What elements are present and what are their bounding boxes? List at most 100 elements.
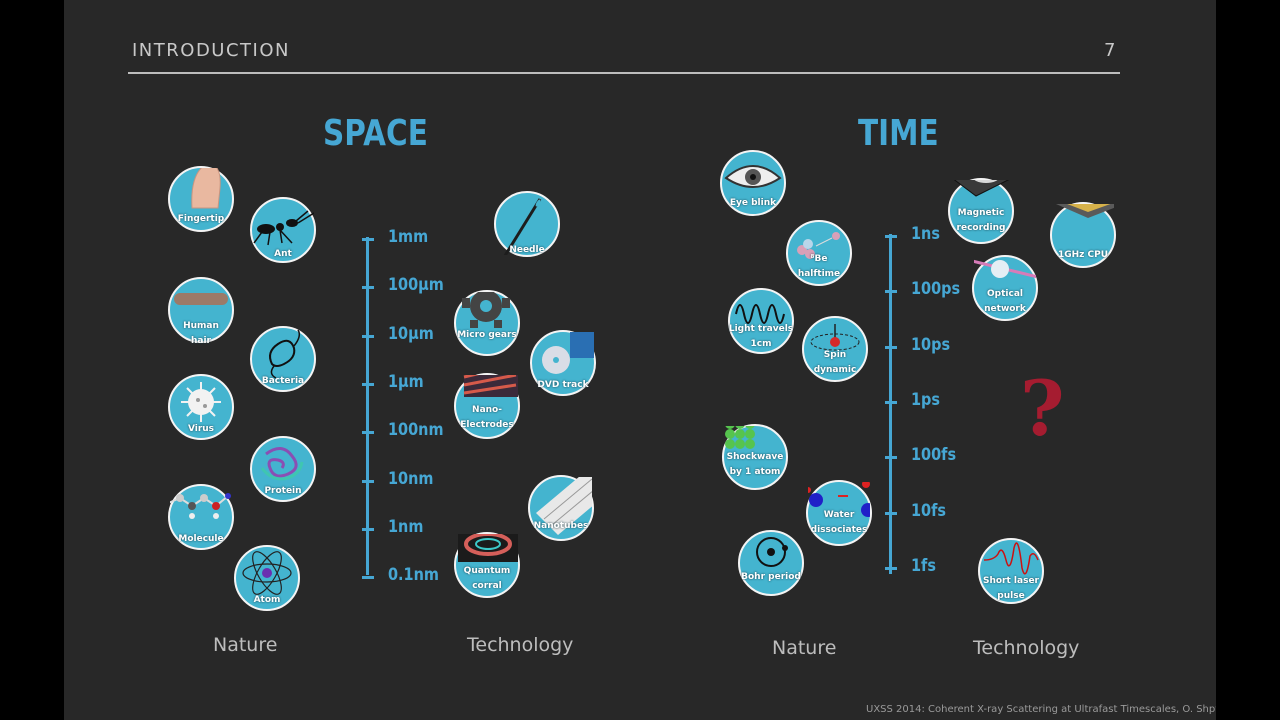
molecule-icon [170,493,231,519]
fingertip-bubble: Fingertip [168,166,234,232]
ant-bubble: Ant [250,197,316,263]
time-tick [885,235,897,238]
time-tick-label: 100ps [911,279,961,300]
be-halftime-bubble: ⁸Be halftime [786,220,852,286]
section-title: INTRODUCTION [132,40,290,61]
shockwave-bubble: Shockwave by 1 atom [722,424,788,490]
spin-icon [810,324,860,351]
space-nature-label: Nature [213,634,278,656]
space-title: SPACE [323,113,428,154]
space-tick-label: 1mm [388,227,429,247]
virus-icon [181,382,221,422]
cpu-bubble: 1GHz CPU [1050,202,1116,268]
space-tick [362,431,374,435]
magnetic-recording-bubble: Magnetic recording [948,178,1014,244]
water-dissociates-bubble: Water dissociates [806,480,872,546]
time-nature-label: Nature [772,637,837,659]
corral-icon [458,534,518,562]
time-tick [885,290,897,294]
time-technology-label: Technology [973,637,1080,659]
bacteria-bubble: Bacteria [250,326,316,392]
space-tick-label: 1nm [388,516,424,537]
space-scale-axis [366,237,369,575]
time-tick [885,511,897,515]
time-tick-label: 1ps [911,389,941,410]
optics-icon [974,259,1036,279]
cpu-icon [1056,204,1114,218]
fingertip-label: Fingertip [177,214,225,224]
virus-bubble: Virus [168,374,234,440]
time-tick [885,566,897,570]
orbit-icon [756,537,788,567]
time-tick-label: 10fs [911,500,946,521]
dvd-track-label: DVD track [537,380,589,390]
be-halftime-label: ⁸Be halftime [797,254,841,279]
space-tick-label: 100µm [388,275,444,296]
space-tick-label: 1µm [388,371,424,392]
atom-label: Atom [253,595,281,605]
needle-label: Needle [509,245,545,255]
question-mark: ? [1020,364,1065,453]
time-tick-label: 1fs [911,555,936,576]
space-tick-label: 10nm [388,468,434,489]
shockwave-label: Shockwave by 1 atom [726,452,784,477]
short-laser-pulse-label: Short laser pulse [982,576,1039,601]
space-tick-label: 10µm [388,323,434,344]
time-tick-label: 10ps [911,334,951,355]
optical-network-label: Optical network [984,289,1026,314]
protein-icon [260,447,304,481]
electrodes-icon [463,375,518,397]
water-icon [808,482,870,517]
nano-electrodes-label: Nano- Electrodes [460,405,514,430]
space-tick [362,527,374,531]
space-technology-label: Technology [467,634,574,656]
protein-bubble: Protein [250,436,316,502]
space-tick-label: 100nm [388,420,444,441]
nanotube-icon [536,477,592,535]
needle-bubble: Needle [494,191,560,257]
time-tick-label: 1ns [911,224,940,244]
time-tick-label: 100fs [911,445,957,466]
fingertip-icon [191,168,221,209]
dvd-track-bubble: DVD track [530,330,596,396]
nanotubes-label: Nanotubes [533,521,589,531]
space-tick [362,479,374,483]
bacteria-label: Bacteria [261,376,305,386]
time-title: TIME [858,113,939,154]
eye-icon [724,165,782,188]
time-tick [885,456,897,460]
slide-credit: UXSS 2014: Coherent X-ray Scattering at … [866,704,1216,715]
space-tick [362,382,374,386]
spin-dynamic-bubble: Spin dynamic [802,316,868,382]
quantum-corral-label: Quantum corral [463,566,511,591]
laser-pulse-icon [983,542,1039,575]
bohr-period-bubble: Bohr period [738,530,804,596]
space-tick [362,576,374,580]
wave-icon [735,304,785,324]
eye-blink-bubble: Eye blink [720,150,786,216]
time-tick [885,345,897,349]
hair-icon [174,293,228,305]
eye-blink-label: Eye blink [729,198,777,208]
micro-gears-label: Micro gears [457,330,517,340]
space-tick [362,286,374,290]
lattice-icon [725,426,755,449]
needle-icon [503,198,542,255]
magnetic-recording-label: Magnetic recording [956,208,1006,233]
water-dissociates-label: Water dissociates [810,510,868,535]
page-number: 7 [1104,40,1116,61]
spin-dynamic-label: Spin dynamic [813,350,857,375]
short-laser-pulse-bubble: Short laser pulse [978,538,1044,604]
nucleus-icon [797,232,840,259]
time-scale-axis [889,234,892,574]
cpu-label: 1GHz CPU [1057,250,1109,260]
molecule-bubble: Molecule [168,484,234,550]
virus-label: Virus [187,424,215,434]
time-tick [885,400,897,404]
light-travels-bubble: Light travels 1cm [728,288,794,354]
micro-gears-bubble: Micro gears [454,290,520,356]
human-hair-label: Human hair [183,321,219,346]
space-tick [362,334,374,338]
disc-icon [542,332,594,374]
atom-icon [242,551,292,595]
